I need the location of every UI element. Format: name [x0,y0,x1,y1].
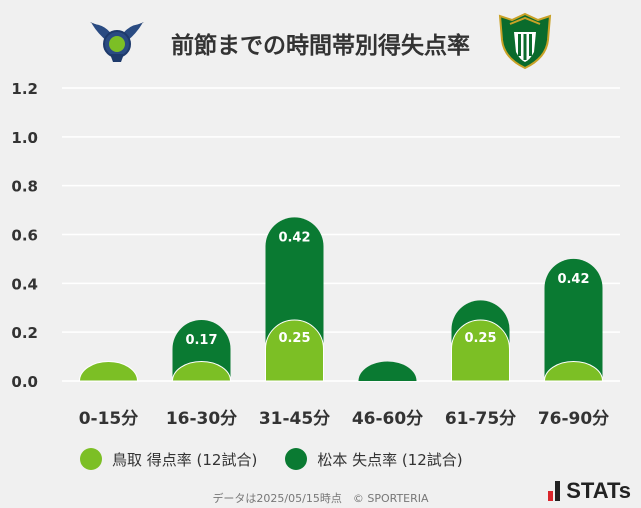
home-bar [451,319,510,382]
home-bar [171,361,232,382]
chart-title: 前節までの時間帯別得失点率 [171,33,470,59]
away-bar [358,361,417,381]
y-tick-label: 1.0 [11,129,38,147]
y-tick-label: 0.0 [11,373,38,391]
source-footer: データは2025/05/15時点 © SPORTERIA [212,492,429,505]
legend-swatch-home [80,448,102,470]
x-tick-label: 46-60分 [352,409,423,429]
y-tick-label: 0.4 [11,275,38,293]
stats-logo-text: STATs [566,478,631,503]
x-tick-label: 76-90分 [538,409,609,429]
matsumoto-shield-crest-icon [498,12,552,70]
x-tick-label: 61-75分 [445,409,516,429]
away-data-label: 0.17 [185,333,217,348]
tottori-eagle-crest-icon [90,22,144,62]
legend-item-home: 鳥取 得点率 (12試合) [80,448,257,470]
y-tick-label: 0.2 [11,324,38,342]
away-bar [544,258,603,381]
away-data-label: 0.42 [278,230,310,245]
y-tick-label: 1.2 [11,80,38,98]
stats-logo: STATs [548,478,631,504]
home-data-label: 0.25 [464,331,496,346]
home-bar [543,361,604,382]
stats-logo-icon [548,481,561,501]
home-bar [78,361,139,382]
home-data-label: 0.25 [278,331,310,346]
home-bar [265,319,324,382]
legend-label-home: 鳥取 得点率 (12試合) [112,450,258,469]
y-tick-label: 0.8 [11,178,38,196]
y-tick-label: 0.6 [11,227,38,245]
legend-label-away: 松本 失点率 (12試合) [317,450,463,469]
x-tick-label: 0-15分 [79,409,139,429]
legend-item-away: 松本 失点率 (12試合) [285,448,463,470]
bar-chart: 0.0 0.2 0.4 0.6 0.8 1.0 1.2 0-15分 0.17 16-30分 0.42… [11,80,620,429]
away-data-label: 0.42 [557,272,589,287]
chart-legend: 鳥取 得点率 (12試合) 松本 失点率 (12試合) [80,448,463,470]
x-tick-label: 31-45分 [259,409,330,429]
x-tick-label: 16-30分 [166,409,237,429]
legend-swatch-away [285,448,308,470]
